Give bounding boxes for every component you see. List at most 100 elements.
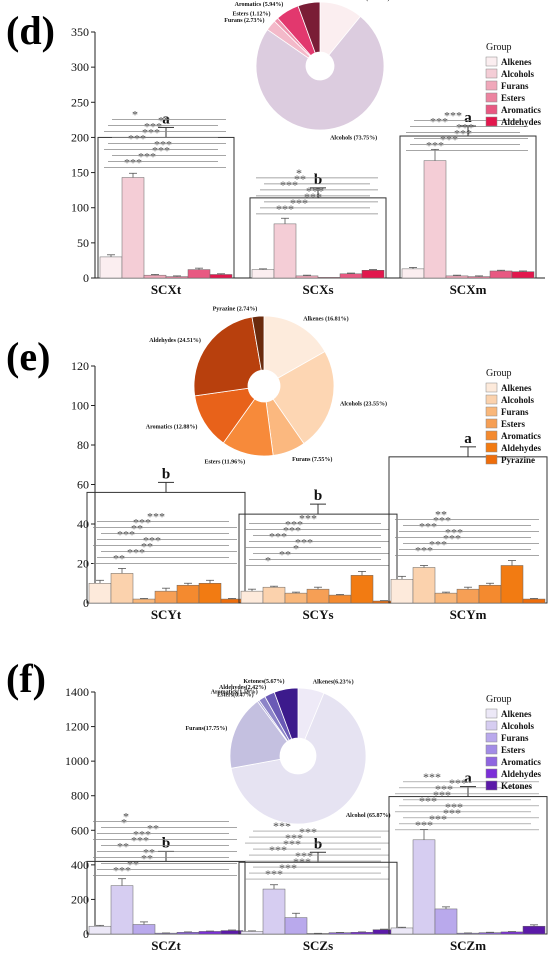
y-tick-label: 350 <box>71 25 89 39</box>
y-tick-label: 1000 <box>65 754 89 768</box>
legend-swatch <box>485 406 498 417</box>
sig-stars: *** <box>304 190 322 204</box>
legend-swatch <box>485 732 498 743</box>
legend-label: Aromatics <box>501 431 541 441</box>
bar <box>240 590 264 604</box>
bar <box>328 594 352 604</box>
total-box <box>249 197 387 279</box>
bar <box>500 565 524 604</box>
bar <box>511 271 535 279</box>
significance-letter: a <box>464 771 472 787</box>
significance-letter: b <box>314 836 322 852</box>
panel-0: (d)050100150200250300350a***************… <box>6 0 545 297</box>
bar <box>445 275 469 279</box>
bar <box>262 888 286 935</box>
y-tick-label: 0 <box>83 596 89 610</box>
pie-label: Furans(17.75%) <box>185 725 227 732</box>
pie-slice <box>255 15 385 131</box>
legend-swatch <box>485 394 498 405</box>
bar <box>467 276 491 279</box>
sig-stars: *** <box>423 770 441 784</box>
pie-label: Alkenes (16.81%) <box>303 316 348 323</box>
sig-stars: *** <box>443 806 461 820</box>
bar <box>522 598 546 604</box>
sig-stars: ** <box>131 521 143 535</box>
legend-label: Esters <box>501 745 525 755</box>
sig-stars: * <box>132 107 138 121</box>
legend-swatch <box>485 454 498 465</box>
sig-stars: *** <box>131 834 149 848</box>
legend-label: Furans <box>501 407 529 417</box>
pie-label: Alcohols (23.55%) <box>340 400 387 407</box>
legend-swatch <box>485 430 498 441</box>
pie-label: Esters(0.47%) <box>217 691 254 698</box>
y-tick-label: 120 <box>71 359 89 373</box>
y-tick-label: 100 <box>71 201 89 215</box>
panel-label: (f) <box>6 656 46 701</box>
pie-slice <box>251 315 265 371</box>
bar <box>88 583 112 604</box>
legend-swatch <box>485 56 498 67</box>
legend-label: Aromatics <box>501 105 541 115</box>
significance-letter: b <box>314 488 322 504</box>
legend-label: Alkenes <box>501 57 532 67</box>
y-tick-label: 0 <box>83 271 89 285</box>
bar <box>88 925 112 935</box>
sig-stars: *** <box>143 533 161 547</box>
bar <box>240 931 264 935</box>
pie-slice <box>297 1 321 54</box>
pie-slice <box>229 700 288 769</box>
panel-label: (e) <box>6 334 50 379</box>
bar <box>187 269 211 279</box>
pie-slice <box>263 315 326 379</box>
bar <box>522 925 546 935</box>
total-box <box>86 860 246 935</box>
sig-stars: *** <box>295 535 313 549</box>
pie-label: Alcohols (73.75%) <box>330 134 377 141</box>
y-tick-label: 200 <box>71 130 89 144</box>
bar <box>176 584 200 604</box>
pie-slice <box>230 692 367 825</box>
legend-swatch <box>485 68 498 79</box>
sig-stars: *** <box>419 519 437 533</box>
sig-stars: *** <box>113 864 131 878</box>
legend-swatch <box>485 104 498 115</box>
significance-letter: a <box>464 110 472 126</box>
legend: Group Alkenes Alcohols Furans Esters Aromatic… <box>485 694 542 791</box>
category-label: SCXm <box>450 282 487 297</box>
y-tick-label: 40 <box>77 517 89 531</box>
significance-letter: a <box>464 431 472 447</box>
y-tick-label: 1400 <box>65 685 89 699</box>
bar <box>176 932 200 935</box>
bar <box>401 268 425 279</box>
bar <box>209 274 233 279</box>
sig-stars: ** <box>127 858 139 872</box>
bar <box>284 917 308 935</box>
legend-swatch <box>485 744 498 755</box>
pie-label: Furans (7.55%) <box>292 456 332 463</box>
sig-stars: *** <box>152 143 170 157</box>
pie-slice <box>194 387 256 444</box>
bar <box>99 256 123 279</box>
sig-stars: * <box>121 816 127 830</box>
y-tick-label: 20 <box>77 557 89 571</box>
sig-stars: * <box>265 553 271 567</box>
bar <box>434 592 458 604</box>
sig-stars: *** <box>295 849 313 863</box>
y-tick-label: 600 <box>71 823 89 837</box>
sig-stars: ** <box>141 852 153 866</box>
sig-stars: * <box>123 810 129 824</box>
legend-label: Aldehydes <box>501 117 542 127</box>
pie-label: Aldehydes(2.42%) <box>219 684 266 691</box>
sig-stars: *** <box>283 837 301 851</box>
y-tick-label: 60 <box>77 478 89 492</box>
legend-label: Aldehydes <box>501 443 542 453</box>
bar <box>143 274 167 279</box>
bar <box>423 160 447 279</box>
sig-stars: *** <box>144 119 162 133</box>
sig-stars: ** <box>294 172 306 186</box>
legend: Group Alkenes Alcohols Furans Esters Aromatic… <box>485 368 542 465</box>
bar <box>132 598 156 604</box>
sig-stars: ** <box>158 113 170 127</box>
sig-stars: *** <box>280 178 298 192</box>
